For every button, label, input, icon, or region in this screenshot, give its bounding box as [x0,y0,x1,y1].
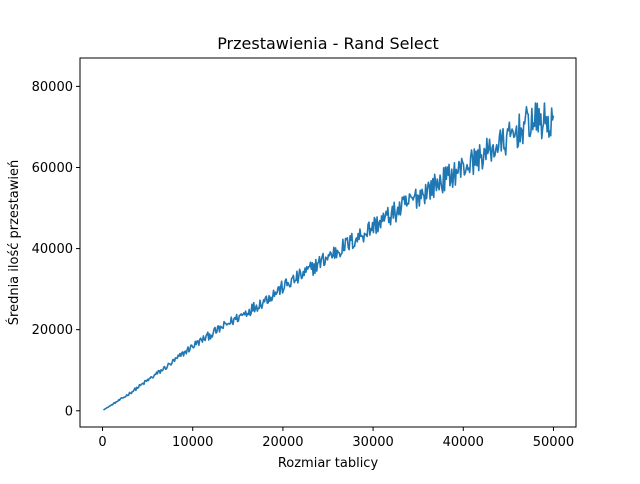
x-tick-label: 40000 [443,435,484,450]
x-tick-label: 50000 [533,435,574,450]
y-tick-label: 20000 [32,323,73,338]
x-tick-label: 20000 [262,435,303,450]
x-tick-label: 30000 [352,435,393,450]
y-tick-label: 60000 [32,161,73,176]
x-tick-label: 10000 [172,435,213,450]
y-tick-label: 80000 [32,80,73,95]
x-tick-label: 0 [98,435,106,450]
plot-frame [79,57,577,428]
series-layer [103,102,555,411]
x-axis-label: Rozmiar tablicy [278,456,379,471]
y-tick-label: 40000 [32,242,73,257]
chart-title: Przestawienia - Rand Select [217,34,439,53]
x-axis: 0 10000 20000 30000 40000 50000 [98,427,574,450]
y-tick-label: 0 [65,404,73,419]
series-line [103,102,555,411]
y-axis: 0 20000 40000 60000 80000 [32,80,80,419]
y-axis-label: Średnia ilość przestawień [6,160,22,325]
